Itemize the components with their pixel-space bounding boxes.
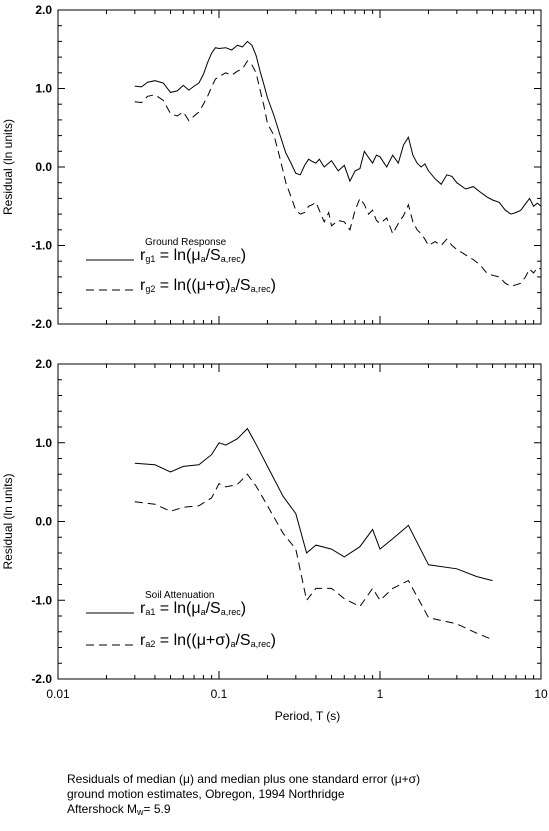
- legend-entry-text: rg2 = ln((μ+σ)a/Sa,rec): [140, 277, 276, 294]
- y-tick-label: 2.0: [35, 3, 52, 17]
- legend-entry-text: ra1 = ln(μa/Sa,rec): [140, 600, 247, 617]
- caption-line-3: Aftershock Mw= 5.9: [67, 802, 537, 817]
- y-axis-label: Residual (ln units): [1, 119, 15, 215]
- top-panel: 2.0 1.0 0.0 -1.0 -2.0 Residual (ln units) Grou…: [1, 3, 542, 331]
- y-tick-label: 0.0: [35, 160, 52, 174]
- y-tick-label: 0.0: [35, 515, 52, 529]
- series-line-rg2: [134, 60, 542, 287]
- caption-line-1: Residuals of median (μ) and median plus …: [67, 772, 421, 786]
- caption-line-3-main: Aftershock M: [67, 802, 138, 816]
- y-tick-label: -2.0: [31, 317, 52, 331]
- series-line-ra1: [134, 427, 493, 582]
- y-tick-label: -1.0: [31, 593, 52, 607]
- x-tick-label: 0.1: [211, 687, 228, 701]
- legend-entry: ra1 = ln(μa/Sa,rec): [140, 600, 247, 617]
- y-tick-label: -1.0: [31, 239, 52, 253]
- legend-title: Soil Attenuation: [145, 590, 215, 601]
- series-line-ra2: [134, 473, 493, 641]
- y-tick-label: 2.0: [35, 357, 52, 371]
- bottom-panel: 2.0 1.0 0.0 -1.0 -2.00.01 0.1 1 10 Residual (ln …: [1, 357, 548, 723]
- legend-entry: rg1 = ln(μa/Sa,rec): [140, 247, 247, 264]
- legend-entry-text: rg1 = ln(μa/Sa,rec): [140, 247, 247, 264]
- x-tick-label: 0.01: [46, 687, 70, 701]
- x-axis-label: Period, T (s): [275, 709, 341, 723]
- figure-caption: Residuals of median (μ) and median plus …: [67, 772, 537, 817]
- x-tick-label: 1: [377, 687, 384, 701]
- legend-entry: ra2 = ln((μ+σ)a/Sa,rec): [140, 632, 276, 649]
- legend-entry-text: ra2 = ln((μ+σ)a/Sa,rec): [140, 632, 276, 649]
- legend-title: Ground Response: [145, 237, 227, 248]
- caption-line-3-tail: = 5.9: [143, 802, 171, 816]
- y-tick-label: -2.0: [31, 672, 52, 686]
- y-tick-label: 1.0: [35, 436, 52, 450]
- y-axis-label: Residual (ln units): [1, 473, 15, 569]
- y-tick-label: 1.0: [35, 82, 52, 96]
- caption-line-2: ground motion estimates, Obregon, 1994 N…: [67, 787, 345, 801]
- x-tick-label: 10: [534, 687, 548, 701]
- series-line-rg1: [134, 40, 542, 215]
- legend-entry: rg2 = ln((μ+σ)a/Sa,rec): [140, 277, 276, 294]
- caption-line-3-sub: w: [137, 807, 144, 817]
